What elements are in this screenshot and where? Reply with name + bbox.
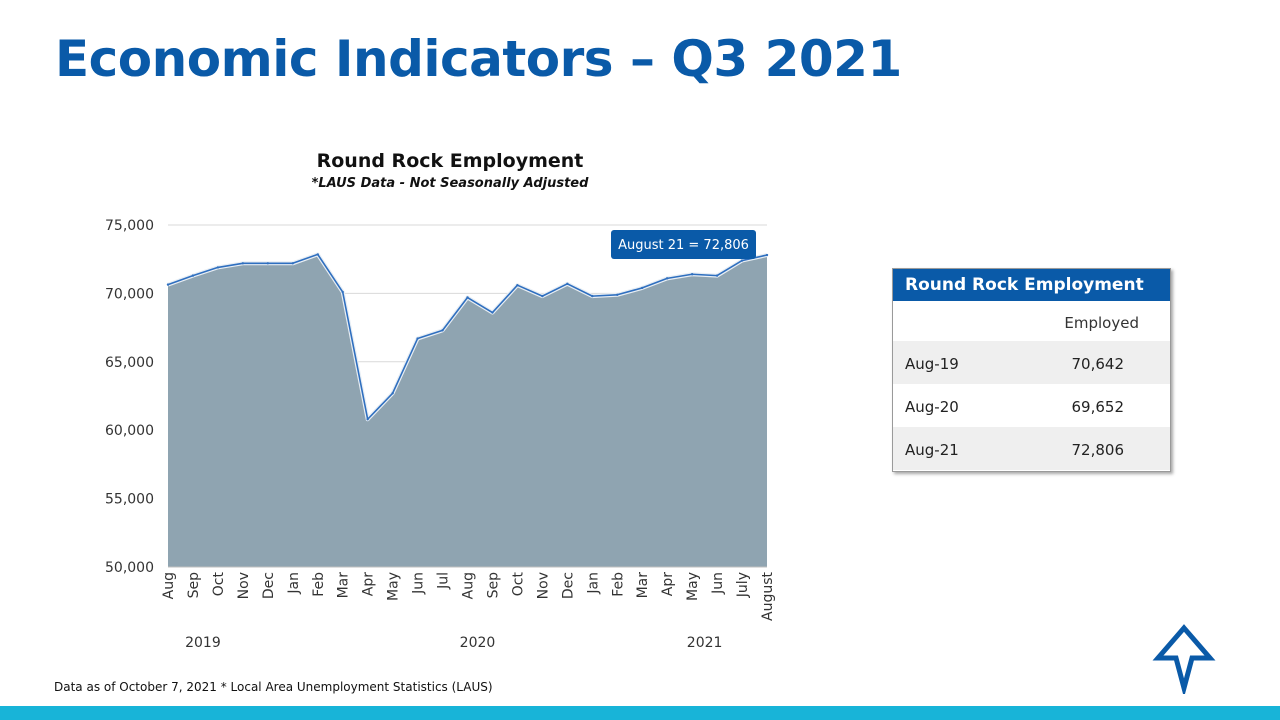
chart-subtitle: *LAUS Data - Not Seasonally Adjusted	[311, 176, 589, 191]
x-tick-label: Jun	[411, 572, 427, 595]
data-point	[740, 259, 744, 262]
data-point	[341, 290, 344, 294]
y-tick-label: 65,000	[105, 355, 154, 371]
data-point	[765, 253, 769, 257]
y-tick-label: 70,000	[105, 286, 154, 302]
data-point	[516, 283, 519, 287]
x-tick-label: Sep	[485, 572, 501, 599]
callout-box	[611, 230, 756, 259]
chart-title: Round Rock Employment	[316, 150, 584, 172]
data-point	[616, 293, 619, 296]
x-tick-label: Oct	[510, 572, 526, 597]
footnote: Data as of October 7, 2021 * Local Area …	[54, 680, 493, 694]
x-tick-label: July	[735, 572, 751, 598]
y-tick-label: 50,000	[105, 560, 154, 576]
data-point	[416, 337, 419, 340]
data-point	[366, 418, 369, 421]
series-area	[168, 254, 767, 568]
y-tick-label: 55,000	[105, 492, 154, 508]
x-tick-label: Oct	[211, 572, 227, 597]
x-tick-label: Mar	[635, 572, 651, 599]
x-tick-label: Jan	[286, 572, 302, 595]
employment-table: Round Rock Employment Employed Aug-19 70…	[892, 268, 1171, 472]
callout-label: August 21 = 72,806	[618, 238, 749, 253]
table-row: Aug-19 70,642	[893, 341, 1170, 384]
x-tick-label: Aug	[461, 572, 477, 599]
data-point	[166, 283, 170, 286]
x-tick-label: Mar	[336, 572, 352, 599]
data-point	[316, 253, 319, 256]
table-row-label: Aug-20	[905, 398, 959, 416]
data-point	[591, 294, 594, 298]
table-header: Round Rock Employment	[893, 269, 1170, 301]
x-tick-label: Apr	[660, 572, 676, 596]
data-point	[665, 277, 669, 280]
x-tick-label: May	[685, 572, 701, 601]
employment-chart: 50,000 55,000 60,000 65,000 70,000 75,000 Aug S…	[105, 218, 776, 651]
y-tick-label: 75,000	[105, 218, 154, 234]
x-tick-label: Apr	[361, 572, 377, 596]
data-point	[641, 286, 644, 290]
x-tick-label: Jan	[585, 572, 601, 595]
x-tick-label: Sep	[186, 572, 202, 599]
year-label: 2021	[687, 635, 723, 651]
x-tick-label: August	[760, 571, 776, 621]
data-point	[715, 274, 719, 277]
x-tick-label: Dec	[261, 572, 277, 599]
year-label: 2019	[185, 635, 221, 651]
data-point	[391, 392, 394, 395]
y-tick-label: 60,000	[105, 423, 154, 439]
data-point	[191, 274, 195, 277]
x-tick-label: Jun	[710, 572, 726, 595]
data-point	[266, 262, 270, 265]
x-tick-label: Dec	[560, 572, 576, 599]
table-row: Aug-21 72,806	[893, 427, 1170, 470]
data-point	[491, 311, 494, 314]
x-tick-label: Feb	[311, 572, 327, 597]
table-row-value: 70,642	[1071, 355, 1125, 373]
table-row-value: 72,806	[1071, 441, 1125, 459]
slide-title: Economic Indicators – Q3 2021	[55, 30, 902, 88]
x-tick-label: Nov	[236, 572, 252, 599]
x-tick-label: Nov	[535, 572, 551, 599]
x-tick-label: Feb	[610, 572, 626, 597]
data-point	[566, 282, 569, 286]
arrow-star-logo-icon	[1152, 624, 1216, 694]
data-point	[241, 262, 245, 265]
data-point	[291, 262, 294, 265]
table-column-header: Employed	[1064, 314, 1139, 332]
table-row: Aug-20 69,652	[893, 384, 1170, 427]
x-tick-label: Jul	[436, 572, 452, 590]
data-point	[441, 329, 444, 332]
table-row-label: Aug-21	[905, 441, 959, 459]
data-point	[690, 273, 694, 276]
table-row-value: 69,652	[1071, 398, 1125, 416]
data-point	[466, 296, 469, 299]
year-label: 2020	[460, 635, 496, 651]
data-point	[216, 266, 220, 269]
table-row-label: Aug-19	[905, 355, 959, 373]
data-point	[541, 294, 544, 298]
x-tick-label: Aug	[161, 572, 177, 599]
x-tick-label: May	[386, 572, 402, 601]
bottom-accent-bar	[0, 706, 1280, 720]
